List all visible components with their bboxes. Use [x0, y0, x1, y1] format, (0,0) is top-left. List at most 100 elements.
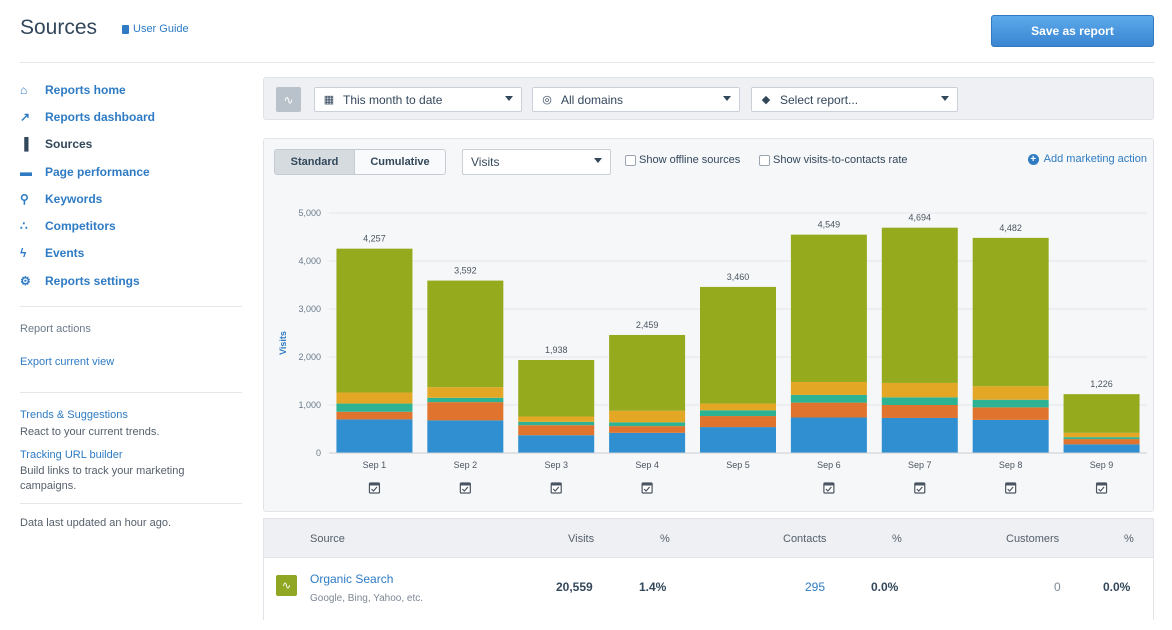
cumulative-toggle-button[interactable]: Cumulative — [355, 150, 445, 174]
bar-segment — [1063, 394, 1140, 433]
checkbox-box[interactable] — [625, 154, 636, 166]
sidebar-divider — [20, 306, 242, 308]
sidebar-divider — [20, 503, 242, 505]
source-name-link[interactable]: Organic Search — [310, 572, 394, 586]
data-updated-text: Data last updated an hour ago. — [20, 517, 172, 530]
bar-segment — [700, 403, 776, 411]
y-tick-label: 3,000 — [298, 304, 321, 314]
add-marketing-action-link[interactable]: + Add marketing action — [1027, 153, 1147, 165]
bar-segment — [518, 359, 595, 417]
sidebar-nav: ⌂ Reports home ↗ Reports dashboard ▐ Sources ▬… — [20, 76, 242, 294]
bar-segment — [336, 392, 413, 404]
column-header-visits-percent[interactable]: % — [660, 533, 670, 545]
gear-icon: ⚙ — [20, 273, 31, 288]
column-header-source[interactable]: Source — [310, 533, 345, 545]
sidebar-item-keywords[interactable]: ⚲ Keywords — [20, 185, 242, 212]
sidebar-item-reports-dashboard[interactable]: ↗ Reports dashboard — [20, 103, 242, 130]
sidebar-item-page-performance[interactable]: ▬ Page performance — [20, 158, 242, 185]
save-as-report-button[interactable]: Save as report — [991, 15, 1154, 47]
bar-total-label: 4,694 — [909, 213, 932, 223]
page-icon: ▬ — [20, 164, 32, 179]
x-tick-label: Sep 7 — [908, 460, 932, 470]
offline-sources-checkbox[interactable]: Show offline sources — [625, 154, 740, 166]
bar-total-label: 3,592 — [454, 266, 477, 276]
sidebar-item-label: Keywords — [45, 191, 103, 206]
bar-segment — [881, 417, 958, 453]
domains-value: All domains — [561, 92, 624, 107]
globe-icon: ◎ — [542, 94, 552, 106]
bar-segment — [336, 403, 413, 412]
bar-segment — [790, 381, 867, 395]
marketing-action-calendar-icon[interactable] — [914, 482, 926, 494]
sidebar-item-reports-settings[interactable]: ⚙ Reports settings — [20, 267, 242, 294]
trends-suggestions-link[interactable]: Trends & Suggestions — [20, 409, 128, 422]
bar-segment — [1063, 437, 1140, 440]
y-axis-label: Visits — [278, 331, 288, 355]
tracking-url-builder-link[interactable]: Tracking URL builder — [20, 449, 123, 462]
bar-segment — [881, 397, 958, 405]
standard-toggle-button[interactable]: Standard — [275, 150, 355, 174]
bar-total-label: 2,459 — [636, 320, 659, 330]
bar-total-label: 4,549 — [818, 220, 841, 230]
column-header-visits[interactable]: Visits — [568, 533, 595, 545]
domains-dropdown[interactable]: ◎ All domains — [532, 87, 740, 112]
y-tick-label: 2,000 — [298, 352, 321, 362]
marketing-action-calendar-icon[interactable] — [368, 482, 381, 494]
pulse-toggle-button[interactable]: ∿ — [276, 87, 301, 112]
export-current-view-link[interactable]: Export current view — [20, 356, 115, 369]
bar-segment — [427, 280, 504, 388]
offline-sources-label: Show offline sources — [639, 154, 741, 166]
book-icon — [122, 24, 129, 34]
marketing-action-calendar-icon[interactable] — [1095, 482, 1108, 494]
sidebar-item-competitors[interactable]: ∴ Competitors — [20, 212, 242, 239]
marketing-action-calendar-icon[interactable] — [459, 482, 471, 494]
visits-to-contacts-label: Show visits-to-contacts rate — [773, 154, 908, 166]
bar-segment — [518, 416, 595, 422]
contacts-link[interactable]: 295 — [805, 580, 826, 594]
date-range-dropdown[interactable]: ▦ This month to date — [314, 87, 522, 112]
visits-to-contacts-checkbox[interactable]: Show visits-to-contacts rate — [759, 154, 908, 166]
bar-segment — [427, 420, 504, 453]
bar-segment — [972, 386, 1049, 400]
column-header-customers[interactable]: Customers — [1006, 533, 1060, 545]
bar-segment — [700, 286, 776, 404]
sidebar-item-reports-home[interactable]: ⌂ Reports home — [20, 76, 242, 103]
bar-segment — [336, 248, 413, 393]
sidebar-item-sources[interactable]: ▐ Sources — [20, 131, 242, 158]
lightning-icon: ϟ — [20, 246, 27, 261]
bar-total-label: 1,938 — [545, 345, 568, 355]
x-tick-label: Sep 5 — [726, 460, 750, 470]
sidebar-item-label: Events — [45, 246, 85, 261]
bar-segment — [881, 382, 958, 398]
column-header-customers-percent[interactable]: % — [1124, 533, 1134, 545]
sidebar-item-events[interactable]: ϟ Events — [20, 240, 242, 267]
user-guide-link[interactable]: User Guide — [122, 23, 189, 35]
column-header-contacts-percent[interactable]: % — [892, 533, 902, 545]
marketing-action-calendar-icon[interactable] — [641, 482, 653, 494]
column-header-contacts[interactable]: Contacts — [783, 533, 827, 545]
bar-segment — [1063, 432, 1140, 438]
y-tick-label: 5,000 — [298, 208, 321, 218]
y-tick-label: 4,000 — [298, 256, 321, 266]
chevron-down-icon — [505, 96, 513, 101]
marketing-action-calendar-icon[interactable] — [1005, 482, 1017, 494]
marketing-action-calendar-icon[interactable] — [823, 482, 835, 494]
marketing-action-calendar-icon[interactable] — [550, 482, 562, 494]
pulse-icon: ∿ — [283, 92, 294, 107]
user-guide-label: User Guide — [133, 23, 189, 35]
checkbox-box[interactable] — [759, 154, 770, 166]
sidebar-item-label: Reports settings — [45, 273, 140, 288]
sidebar-item-label: Page performance — [45, 164, 150, 179]
bar-segment — [1063, 444, 1140, 453]
dashboard-icon: ↗ — [20, 109, 31, 124]
sources-table-header: Source Visits % Contacts % Customers % — [263, 518, 1154, 558]
report-dropdown[interactable]: ◆ Select report... — [751, 87, 958, 112]
metric-dropdown[interactable]: Visits — [462, 149, 611, 175]
chevron-down-icon — [723, 96, 731, 101]
bar-segment — [609, 334, 686, 411]
bar-segment — [336, 411, 413, 420]
trends-description: React to your current trends. — [20, 426, 160, 439]
sidebar-item-label: Sources — [45, 137, 93, 152]
contacts-percent-cell: 0.0% — [871, 580, 899, 594]
visits-percent-cell: 1.4% — [639, 580, 667, 594]
